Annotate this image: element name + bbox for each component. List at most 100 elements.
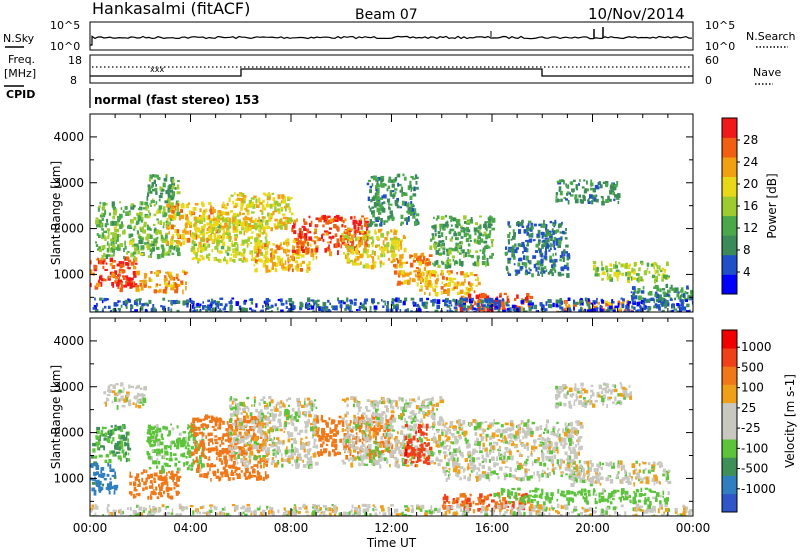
range-gate-cell [244, 442, 247, 445]
range-gate-cell [426, 283, 430, 288]
range-gate-cell [113, 475, 117, 479]
range-gate-cell [206, 215, 210, 221]
range-gate-cell [229, 404, 233, 409]
range-gate-cell [450, 304, 453, 307]
range-gate-cell [151, 240, 155, 244]
range-gate-cell [220, 211, 224, 215]
range-gate-cell [303, 454, 306, 458]
range-gate-cell [537, 242, 540, 246]
range-gate-cell [335, 243, 339, 248]
range-gate-cell [163, 490, 166, 495]
range-gate-cell [641, 297, 644, 300]
range-gate-cell [187, 435, 192, 438]
range-gate-cell [221, 435, 225, 439]
range-gate-cell [287, 455, 290, 461]
range-gate-cell [598, 181, 601, 185]
range-gate-cell [227, 217, 230, 221]
range-gate-cell [264, 256, 269, 259]
range-gate-cell [102, 473, 105, 479]
range-gate-cell [128, 259, 132, 263]
range-gate-cell [305, 423, 308, 428]
range-gate-cell [458, 223, 461, 226]
range-gate-cell [107, 483, 111, 488]
range-gate-cell [91, 487, 96, 492]
range-gate-cell [163, 445, 168, 450]
range-gate-cell [284, 207, 287, 212]
range-gate-cell [90, 269, 93, 275]
range-gate-cell [310, 248, 314, 253]
range-gate-cell [476, 257, 480, 262]
range-gate-cell [223, 225, 227, 229]
range-gate-cell [195, 224, 198, 227]
range-gate-cell [347, 245, 350, 249]
range-gate-cell [305, 305, 310, 309]
range-gate-cell [546, 243, 549, 248]
range-gate-cell [444, 303, 448, 307]
range-gate-cell [394, 191, 397, 194]
range-gate-cell [507, 271, 510, 274]
range-gate-cell [466, 292, 469, 295]
range-gate-cell [173, 277, 176, 281]
range-gate-cell [162, 425, 166, 430]
range-gate-cell [468, 281, 471, 286]
range-gate-cell [369, 219, 372, 223]
range-gate-cell [230, 396, 233, 401]
range-gate-cell [111, 272, 115, 277]
range-gate-cell [347, 252, 350, 256]
range-gate-cell [166, 488, 170, 493]
range-gate-cell [143, 284, 147, 288]
range-gate-cell [187, 202, 190, 205]
range-gate-cell [328, 244, 330, 249]
range-gate-cell [253, 246, 256, 251]
range-gate-cell [229, 307, 233, 312]
range-gate-cell [244, 258, 248, 263]
range-gate-cell [584, 188, 588, 194]
range-gate-cell [287, 257, 290, 262]
range-gate-cell [361, 215, 365, 218]
range-gate-cell [581, 302, 584, 306]
range-gate-cell [459, 308, 464, 312]
range-gate-cell [528, 304, 531, 308]
range-gate-cell [364, 245, 367, 251]
range-gate-cell [482, 234, 485, 237]
range-gate-cell [120, 221, 123, 226]
range-gate-cell [104, 432, 108, 437]
range-gate-cell [397, 245, 400, 251]
range-gate-cell [266, 269, 271, 273]
range-gate-cell [377, 184, 381, 188]
range-gate-cell [307, 231, 312, 234]
range-gate-cell [219, 450, 223, 454]
range-gate-cell [167, 272, 172, 277]
range-gate-cell [527, 271, 531, 275]
range-gate-cell [454, 231, 456, 235]
range-gate-cell [293, 230, 297, 235]
range-gate-cell [114, 280, 117, 284]
range-gate-cell [97, 207, 100, 212]
range-gate-cell [134, 243, 139, 247]
range-gate-cell [609, 277, 613, 282]
range-gate-cell [327, 248, 331, 251]
range-gate-cell [540, 304, 543, 307]
range-gate-cell [449, 310, 453, 312]
range-gate-cell [622, 298, 625, 302]
range-gate-cell [468, 294, 471, 300]
range-gate-cell [217, 258, 221, 262]
range-gate-cell [322, 224, 325, 228]
range-gate-cell [264, 236, 267, 240]
range-gate-cell [386, 250, 389, 254]
range-gate-cell [444, 214, 447, 218]
range-gate-cell [344, 230, 347, 233]
range-gate-cell [512, 256, 516, 260]
range-gate-cell [167, 284, 171, 288]
scatter-region [190, 414, 269, 482]
range-gate-cell [543, 255, 547, 259]
range-gate-cell [190, 445, 194, 450]
range-gate-cell [353, 224, 357, 230]
range-gate-cell [390, 260, 394, 264]
range-gate-cell [250, 439, 252, 443]
range-gate-cell [107, 235, 110, 240]
range-gate-cell [231, 400, 234, 405]
range-gate-cell [445, 282, 448, 287]
range-gate-cell [239, 230, 243, 235]
range-gate-cell [479, 249, 482, 252]
